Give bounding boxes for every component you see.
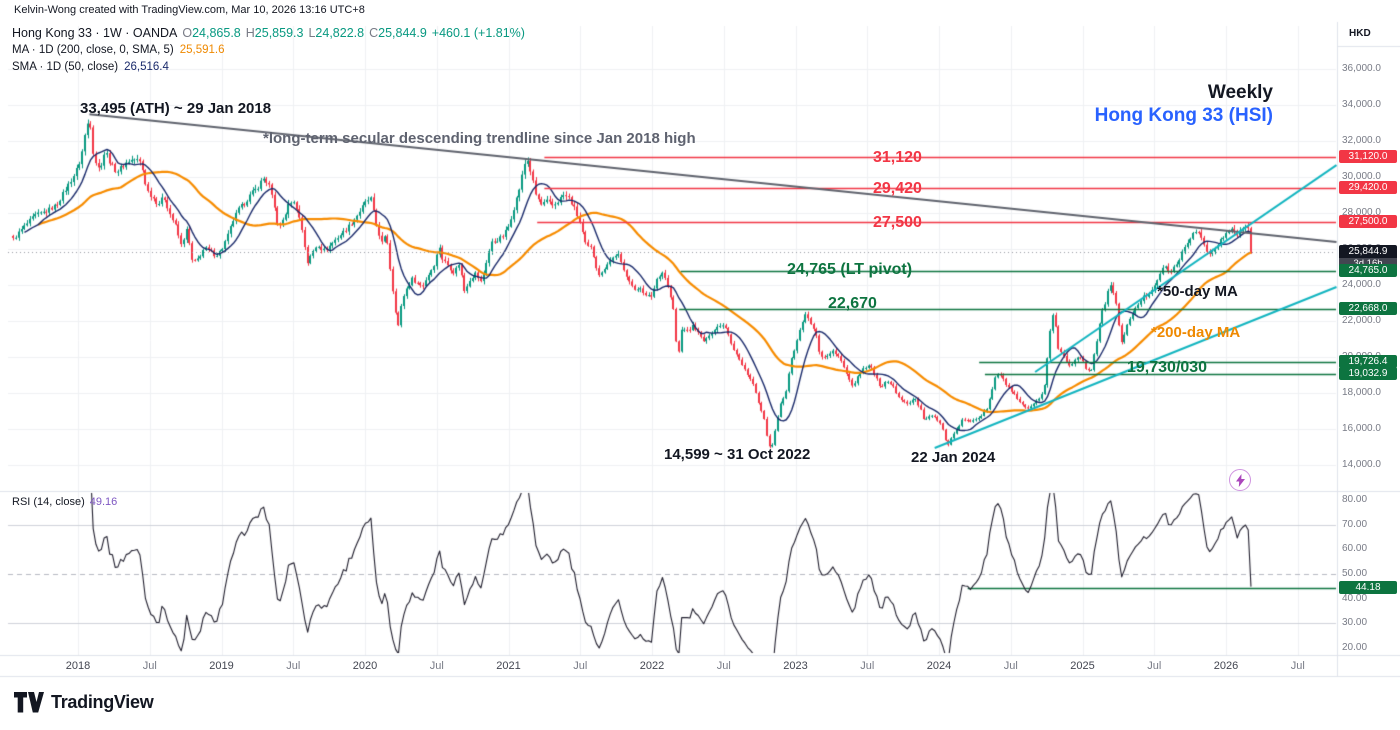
price-badge-resistance: 27,500.0 <box>1339 215 1397 229</box>
lightning-icon <box>1235 473 1245 487</box>
time-axis-label: Jul <box>1290 660 1305 672</box>
change-value: +460.1 (+1.81%) <box>431 26 525 40</box>
footer-brand[interactable]: TradingView <box>14 692 154 713</box>
rsi-legend[interactable]: RSI (14, close) 49.16 <box>12 496 117 508</box>
rsi-support-badge: 44.18 <box>1339 581 1397 595</box>
ohlc-low-value: 24,822.8 <box>315 26 365 40</box>
time-axis-label: Jul <box>716 660 731 672</box>
price-badge-support: 19,726.4 <box>1339 355 1397 368</box>
price-axis-label: 34,000.0 <box>1342 99 1381 111</box>
rsi-axis-label: 60.00 <box>1342 543 1368 555</box>
annotation-trendline-note: *long-term secular descending trendline … <box>263 130 696 147</box>
annotation-low-2022: 14,599 ~ 31 Oct 2022 <box>664 446 811 463</box>
ohlc-high-value: 25,859.3 <box>254 26 304 40</box>
time-axis-label: Jul <box>429 660 444 672</box>
annotation-sup-19730: 19,730/030 <box>1127 359 1208 376</box>
time-axis-label: Jul <box>573 660 588 672</box>
ohlc-close-value: 25,844.9 <box>378 26 427 40</box>
price-badge-resistance: 31,120.0 <box>1339 149 1397 163</box>
price-axis-label: 14,000.0 <box>1342 459 1381 471</box>
price-axis-label: 30,000.0 <box>1342 171 1381 183</box>
annotation-pivot-24765: 24,765 (LT pivot) <box>787 261 913 278</box>
countdown-badge: 3d 16h <box>1339 257 1397 269</box>
legend-symbol-row[interactable]: Hong Kong 33 · 1W · OANDA O24,865.8 H25,85… <box>12 25 525 42</box>
legend-ma50-row[interactable]: SMA · 1D (50, close) 26,516.4 <box>12 59 525 76</box>
tradingview-logo-icon <box>14 692 44 713</box>
price-badge-resistance: 29,420.0 <box>1339 180 1397 194</box>
timeframe-title: Weekly <box>1207 82 1273 103</box>
rsi-axis-label: 40.00 <box>1342 592 1368 604</box>
time-axis-label: 2021 <box>496 660 521 672</box>
time-axis-label: 2024 <box>926 660 952 672</box>
price-axis-label: 32,000.0 <box>1342 135 1381 147</box>
annotation-res-27500: 27,500 <box>873 214 922 231</box>
ohlc-high-key: H <box>245 26 255 40</box>
rsi-axis-label: 70.00 <box>1342 518 1368 530</box>
rsi-axis-label: 50.00 <box>1342 568 1368 579</box>
currency-label: HKD <box>1349 28 1371 39</box>
legend-symbol[interactable]: Hong Kong 33 · 1W · OANDA <box>12 26 178 40</box>
time-axis-label: 2022 <box>639 660 665 672</box>
ma50-value: 26,516.4 <box>124 61 169 73</box>
price-axis-label: 16,000.0 <box>1342 423 1381 435</box>
annotation-sup-22670: 22,670 <box>828 295 877 312</box>
ma200-label[interactable]: MA · 1D (200, close, 0, SMA, 5) <box>12 44 174 56</box>
time-axis-label: 2019 <box>209 660 234 672</box>
time-axis-label: Jul <box>286 660 301 672</box>
rsi-axis-label: 20.00 <box>1342 642 1368 653</box>
price-badge-support: 19,032.9 <box>1339 367 1397 381</box>
ohlc-open-value: 24,865.8 <box>192 26 241 40</box>
chart-legend[interactable]: Hong Kong 33 · 1W · OANDA O24,865.8 H25,85… <box>12 25 525 76</box>
symbol-name-title: Hong Kong 33 (HSI) <box>1094 105 1273 126</box>
rsi-indicator-label[interactable]: RSI (14, close) <box>12 496 85 508</box>
annotation-ma50-note: *50-day MA <box>1157 283 1238 300</box>
rsi-value: 49.16 <box>89 496 118 508</box>
annotation-res-31120: 31,120 <box>873 149 922 166</box>
time-axis-label: Jul <box>1003 660 1018 672</box>
time-axis-label: 2025 <box>1070 660 1095 672</box>
price-badge-support: 24,765.0 <box>1339 264 1397 278</box>
time-axis-label: 2026 <box>1213 660 1239 672</box>
time-axis-label: 2023 <box>783 660 808 672</box>
ohlc-open-key: O <box>182 26 193 40</box>
brand-name: TradingView <box>51 692 154 712</box>
rsi-axis-label: 80.00 <box>1342 494 1368 505</box>
magic-pattern-icon[interactable] <box>1229 469 1251 491</box>
rsi-axis-label: 30.00 <box>1342 617 1368 629</box>
ohlc-close-key: C <box>369 26 379 40</box>
price-axis-label: 18,000.0 <box>1342 387 1381 399</box>
attribution-text: Kelvin-Wong created with TradingView.com… <box>14 4 365 16</box>
time-axis-label: Jul <box>860 660 875 672</box>
price-axis-label: 24,000.0 <box>1342 279 1381 291</box>
time-axis-label: 2020 <box>352 660 378 672</box>
legend-ma200-row[interactable]: MA · 1D (200, close, 0, SMA, 5) 25,591.6 <box>12 42 525 59</box>
ma50-label[interactable]: SMA · 1D (50, close) <box>12 61 119 73</box>
price-axis-label: 22,000.0 <box>1342 315 1381 327</box>
price-axis-label: 28,000.0 <box>1342 207 1381 219</box>
annotation-ma200-note: *200-day MA <box>1151 324 1241 341</box>
ohlc-low-key: L <box>308 26 316 40</box>
annotation-ath: 33,495 (ATH) ~ 29 Jan 2018 <box>80 100 272 117</box>
annotation-res-29420: 29,420 <box>873 180 922 197</box>
price-badge-support: 22,668.0 <box>1339 302 1397 316</box>
annotation-low-2024: 22 Jan 2024 <box>911 449 996 466</box>
time-axis-label: Jul <box>1147 660 1162 672</box>
time-axis-label: Jul <box>142 660 157 672</box>
pane-title: Weekly Hong Kong 33 (HSI) <box>1095 82 1273 127</box>
ma200-value: 25,591.6 <box>179 44 225 56</box>
price-axis-label: 36,000.0 <box>1342 63 1381 75</box>
time-axis-label: 2018 <box>65 660 91 672</box>
